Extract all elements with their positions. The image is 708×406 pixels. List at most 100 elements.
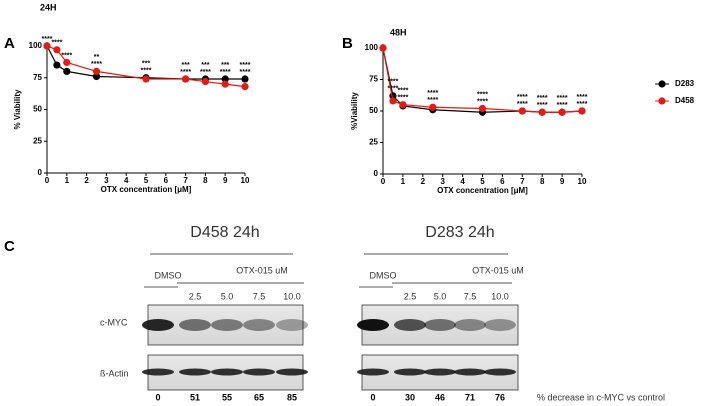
y-tick-label: 100	[29, 41, 43, 50]
data-point	[538, 108, 546, 116]
data-point	[53, 61, 61, 69]
significance-label: ****	[200, 69, 211, 76]
data-point	[518, 107, 526, 115]
panel-label: A	[4, 35, 15, 52]
x-tick-label: 0	[381, 177, 386, 186]
data-point	[241, 83, 249, 91]
significance-label: ****	[577, 94, 588, 101]
percent-decrease: 71	[465, 392, 475, 402]
x-tick-label: 0	[45, 176, 50, 185]
blot-band	[357, 368, 389, 376]
significance-label: ****	[61, 52, 72, 59]
significance-label: ****	[51, 40, 62, 47]
x-tick-label: 4	[460, 177, 465, 186]
data-point	[399, 101, 407, 109]
blot-band	[484, 368, 516, 376]
significance-label: ***	[221, 62, 229, 69]
significance-label: ****	[240, 69, 251, 76]
x-tick-label: 1	[65, 176, 70, 185]
dose-label: 10.0	[283, 291, 301, 301]
chart-title: 48H	[390, 27, 407, 37]
blot-band	[179, 319, 211, 331]
significance-label: ****	[557, 102, 568, 109]
significance-label: ****	[427, 90, 438, 97]
percent-decrease: 0	[370, 392, 375, 402]
x-tick-label: 6	[500, 177, 505, 186]
significance-label: ****	[557, 95, 568, 102]
blot-band	[276, 368, 308, 376]
blot-band	[179, 368, 211, 376]
blot-band	[243, 319, 275, 331]
data-point	[221, 80, 229, 88]
data-point	[558, 108, 566, 116]
blot-band	[211, 368, 243, 376]
x-tick-label: 9	[223, 176, 228, 185]
percent-decrease: 65	[254, 392, 264, 402]
significance-label: ****	[141, 68, 152, 75]
blot-band	[394, 368, 426, 376]
treatment-label: OTX-015 uM	[472, 265, 524, 275]
dose-label: 10.0	[491, 291, 509, 301]
row-label: ß-Actin	[100, 368, 129, 378]
x-tick-label: 7	[520, 177, 525, 186]
significance-label: ****	[387, 79, 398, 86]
dose-label: 7.5	[464, 291, 477, 301]
data-point	[241, 75, 249, 83]
significance-label: ****	[427, 97, 438, 104]
percent-decrease: 46	[435, 392, 445, 402]
x-axis-label: OTX concentration [μM]	[437, 186, 528, 195]
x-tick-label: 5	[144, 176, 149, 185]
blot-band	[484, 319, 516, 331]
significance-label: ****	[477, 98, 488, 105]
y-axis-label: % Viability	[13, 89, 22, 129]
blot-band	[454, 319, 486, 331]
blot-band	[276, 319, 308, 331]
percent-decrease: 0	[155, 392, 160, 402]
y-tick-label: 25	[33, 136, 42, 145]
x-tick-label: 5	[480, 177, 485, 186]
y-tick-label: 50	[33, 105, 42, 114]
blot-band	[424, 368, 456, 376]
blot-band	[424, 319, 456, 331]
panel-label: C	[4, 238, 15, 255]
footer-label: % decrease in c-MYC vs control	[537, 392, 665, 402]
percent-decrease: 85	[287, 392, 297, 402]
x-tick-label: 8	[203, 176, 208, 185]
dose-label: 5.0	[221, 291, 234, 301]
x-tick-label: 1	[401, 177, 406, 186]
x-tick-label: 6	[164, 176, 169, 185]
chart-title: 24H	[40, 2, 57, 12]
control-label: DMSO	[370, 270, 397, 280]
percent-decrease: 51	[190, 392, 200, 402]
y-tick-label: 75	[369, 75, 378, 84]
y-tick-label: 50	[369, 106, 378, 115]
data-point	[142, 75, 150, 83]
control-label: DMSO	[155, 270, 182, 280]
y-tick-label: 100	[365, 43, 379, 52]
significance-label: ***	[182, 62, 190, 69]
x-tick-label: 10	[578, 177, 587, 186]
dose-label: 2.5	[189, 291, 202, 301]
data-point	[429, 103, 437, 111]
data-point	[478, 104, 487, 113]
x-axis-label: OTX concentration [μM]	[101, 185, 192, 194]
significance-label: ****	[537, 102, 548, 109]
data-point	[201, 77, 209, 86]
x-tick-label: 8	[540, 177, 545, 186]
blot-band	[211, 319, 243, 331]
dose-label: 5.0	[434, 291, 447, 301]
data-point	[389, 97, 397, 105]
significance-label: ****	[397, 88, 408, 95]
y-tick-label: 0	[38, 168, 43, 177]
data-point	[63, 67, 71, 75]
significance-label: ***	[142, 61, 150, 68]
data-point	[63, 58, 71, 67]
panel-label: B	[342, 35, 353, 52]
blot-band	[243, 368, 275, 376]
data-point	[221, 75, 229, 83]
significance-label: ****	[387, 86, 398, 93]
y-tick-label: 0	[374, 169, 379, 178]
x-tick-label: 9	[560, 177, 565, 186]
x-tick-label: 2	[421, 177, 426, 186]
